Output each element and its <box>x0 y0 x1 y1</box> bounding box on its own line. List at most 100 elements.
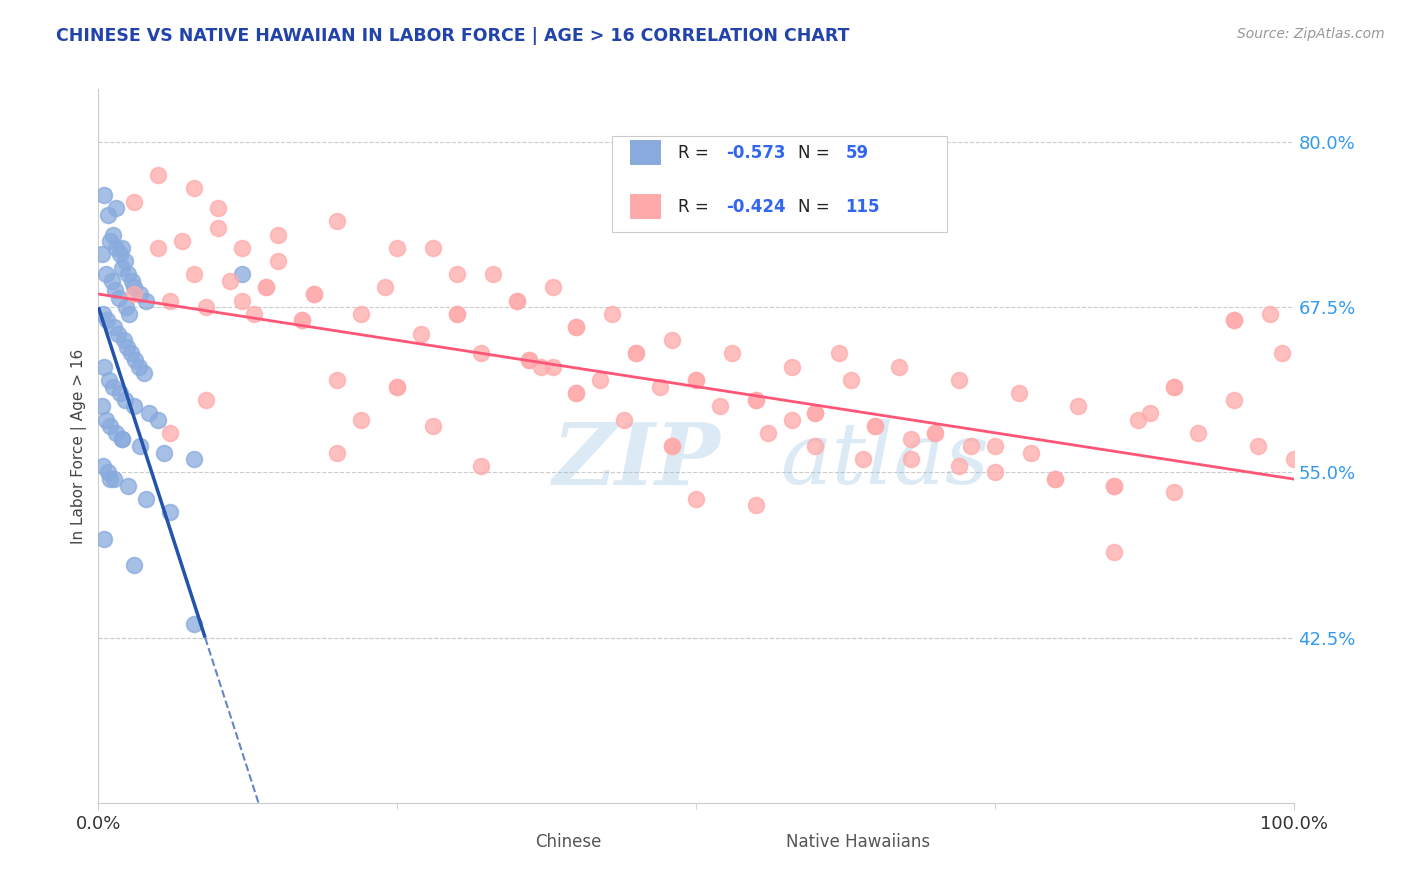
Point <box>124 558 146 572</box>
Point <box>101 227 124 242</box>
Point <box>135 491 157 506</box>
Point <box>114 254 136 268</box>
Point <box>602 307 624 321</box>
Point <box>1271 346 1294 360</box>
Point <box>589 373 612 387</box>
Point <box>148 168 170 182</box>
Text: N =: N = <box>797 198 834 216</box>
Point <box>852 452 875 467</box>
Point <box>254 280 277 294</box>
Point <box>1247 439 1270 453</box>
Text: -0.573: -0.573 <box>725 145 786 162</box>
Point <box>517 353 540 368</box>
Point <box>517 353 540 368</box>
Point <box>172 234 194 248</box>
Point <box>183 617 205 632</box>
Point <box>1139 406 1161 420</box>
Point <box>183 267 205 281</box>
Point <box>685 491 707 506</box>
Point <box>804 406 827 420</box>
Point <box>105 425 128 440</box>
Point <box>1163 485 1185 500</box>
Point <box>650 379 672 393</box>
Point <box>124 194 146 209</box>
Point <box>148 241 170 255</box>
Point <box>108 386 131 401</box>
Point <box>745 392 768 407</box>
Text: Native Hawaiians: Native Hawaiians <box>786 833 929 851</box>
Point <box>124 353 146 368</box>
Point <box>100 274 122 288</box>
Point <box>103 472 125 486</box>
Point <box>470 458 492 473</box>
Point <box>889 359 911 374</box>
Point <box>661 439 683 453</box>
Point <box>984 466 1007 480</box>
Point <box>121 274 143 288</box>
Point <box>128 359 150 374</box>
Point <box>103 320 125 334</box>
Point <box>1187 425 1209 440</box>
Point <box>243 307 266 321</box>
Point <box>267 227 290 242</box>
Point <box>1163 379 1185 393</box>
Point <box>385 241 409 255</box>
Point <box>1282 452 1305 467</box>
Point <box>1223 313 1246 327</box>
Point <box>183 181 205 195</box>
Point <box>924 425 946 440</box>
Text: R =: R = <box>678 145 714 162</box>
Point <box>207 221 229 235</box>
Point <box>948 373 970 387</box>
Point <box>91 400 114 414</box>
Point <box>97 208 120 222</box>
Point <box>219 274 242 288</box>
Point <box>326 214 349 228</box>
Point <box>924 425 946 440</box>
Point <box>661 439 683 453</box>
Point <box>1223 392 1246 407</box>
Point <box>1043 472 1066 486</box>
Point <box>626 346 648 360</box>
Point <box>98 373 121 387</box>
Point <box>91 247 114 261</box>
Point <box>254 280 277 294</box>
Point <box>626 148 648 162</box>
Point <box>1104 478 1126 492</box>
Point <box>385 379 409 393</box>
Point <box>626 346 648 360</box>
Point <box>231 267 253 281</box>
Point <box>900 452 922 467</box>
Point <box>1043 472 1066 486</box>
Point <box>111 433 134 447</box>
Point <box>108 247 131 261</box>
Point <box>120 346 142 360</box>
Point <box>96 313 118 327</box>
Point <box>804 439 827 453</box>
Point <box>115 300 138 314</box>
Text: 115: 115 <box>845 198 880 216</box>
Point <box>385 379 409 393</box>
Point <box>745 392 768 407</box>
Point <box>135 293 157 308</box>
Point <box>97 466 120 480</box>
Point <box>780 412 803 426</box>
Point <box>565 320 588 334</box>
Point <box>482 267 505 281</box>
Point <box>745 499 768 513</box>
Point <box>900 433 922 447</box>
Text: Chinese: Chinese <box>534 833 600 851</box>
Point <box>93 532 115 546</box>
Point <box>374 280 396 294</box>
Point <box>709 400 731 414</box>
Point <box>207 201 229 215</box>
Point <box>124 400 146 414</box>
Point <box>124 280 146 294</box>
Point <box>565 386 588 401</box>
Text: 59: 59 <box>845 145 869 162</box>
Point <box>865 419 887 434</box>
Point <box>267 254 290 268</box>
Point <box>326 445 349 459</box>
Point <box>984 439 1007 453</box>
Bar <box>744 831 773 853</box>
